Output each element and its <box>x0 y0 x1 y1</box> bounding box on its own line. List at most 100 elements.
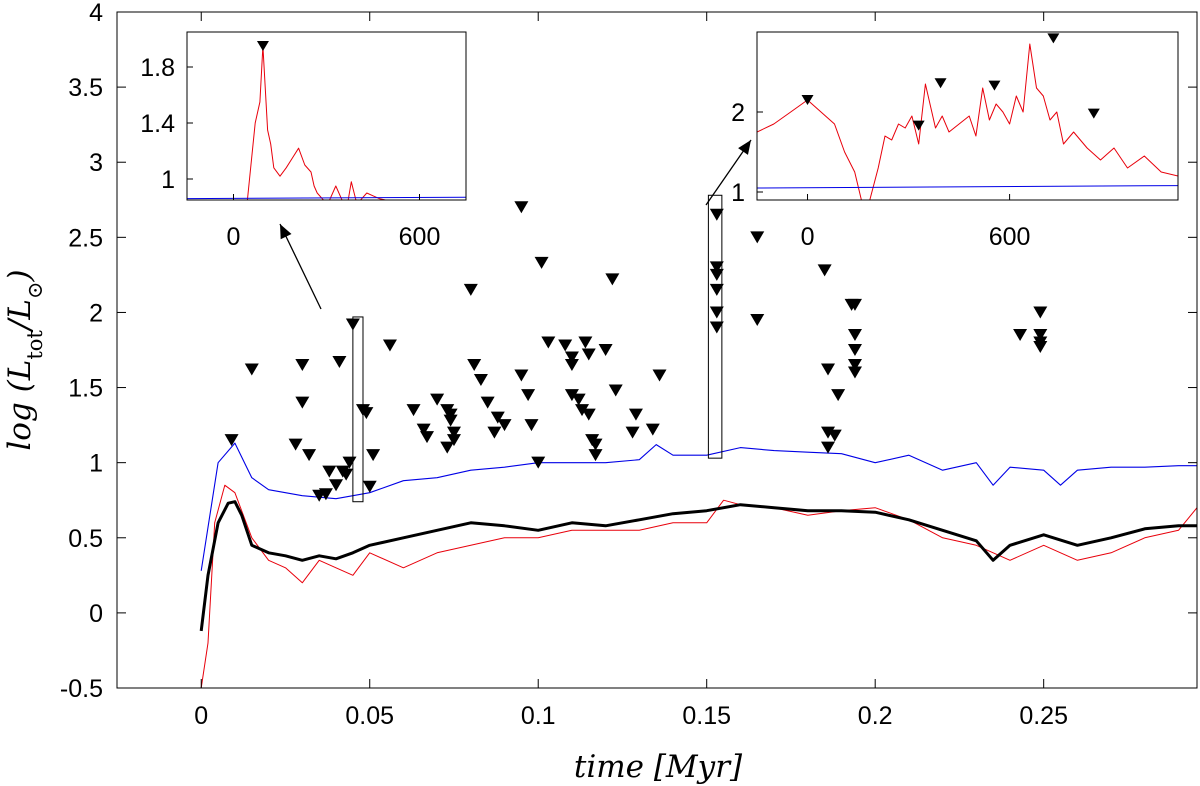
inset-border <box>186 31 467 201</box>
peak-marker <box>581 408 596 421</box>
peak-marker <box>847 344 862 356</box>
inset-y-tick-label: 1 <box>731 179 745 207</box>
zoom-arrows <box>279 139 752 310</box>
peak-marker <box>709 261 724 274</box>
y-tick-label: 2 <box>89 299 103 327</box>
peak-marker <box>416 423 431 436</box>
peak-marker <box>514 201 529 214</box>
peak-marker <box>578 336 593 349</box>
y-tick-label: 1 <box>89 450 103 478</box>
inset-y-tick-label: 1.4 <box>140 110 175 138</box>
peak-marker <box>750 313 765 326</box>
peak-marker <box>318 488 333 501</box>
peak-marker <box>420 431 435 444</box>
peak-marker <box>332 356 347 369</box>
peak-marker <box>244 363 259 376</box>
inset-peak-marker <box>988 80 1001 91</box>
inset-y-tick-label: 1.8 <box>140 54 175 82</box>
peak-marker <box>1033 328 1048 341</box>
peak-marker <box>847 328 862 341</box>
peak-marker <box>628 408 643 421</box>
x-tick-label: 0.05 <box>345 702 394 730</box>
y-tick-label: 0.5 <box>68 525 103 553</box>
insets: 0 600 1 1.4 1.8 0 600 1 2 <box>140 31 1179 251</box>
peak-marker <box>821 441 836 454</box>
inset-peak-marker <box>912 120 925 131</box>
peak-marker <box>709 268 724 281</box>
peak-marker <box>1033 306 1048 319</box>
peak-marker <box>709 208 724 221</box>
plot-area <box>199 194 1197 688</box>
peak-marker <box>440 441 455 454</box>
x-tick-label: 0.2 <box>858 702 893 730</box>
series-line-2 <box>200 442 1197 571</box>
peak-marker <box>1013 328 1028 341</box>
peak-marker <box>588 449 603 462</box>
inset-x-tick-label: 600 <box>399 223 441 251</box>
inset-series-line <box>757 185 1178 189</box>
peak-marker <box>487 426 502 439</box>
inset-peak-marker <box>1047 33 1060 44</box>
peak-marker <box>605 273 620 286</box>
inset-panel-2: 0 600 1 2 <box>731 31 1179 251</box>
peak-marker <box>362 480 377 493</box>
y-tick-label: 0 <box>89 600 103 628</box>
inset-y-tick-label: 2 <box>731 99 745 127</box>
peak-marker <box>295 396 310 409</box>
peak-marker <box>514 369 529 382</box>
inset-peak-marker <box>256 41 269 51</box>
peak-marker <box>302 449 317 462</box>
inset-series-line <box>246 45 386 200</box>
peak-marker <box>382 339 397 352</box>
peak-marker <box>446 434 461 447</box>
y-tick-label: -0.5 <box>60 675 103 703</box>
peak-marker <box>531 456 546 469</box>
inset-panel-1: 0 600 1 1.4 1.8 <box>140 31 467 251</box>
peak-marker <box>467 359 482 372</box>
zoom-arrow <box>279 223 322 310</box>
inset-border <box>756 31 1179 201</box>
y-tick-label: 1.5 <box>68 375 103 403</box>
peak-marker <box>652 369 667 382</box>
peak-marker <box>847 359 862 372</box>
inset-y-tick-label: 1 <box>161 166 175 194</box>
inset-x-tick-label: 0 <box>227 223 241 251</box>
peak-marker <box>534 256 549 269</box>
y-tick-label: 2.5 <box>68 224 103 252</box>
x-tick-label: 0 <box>194 702 208 730</box>
svg-text:log (Ltot/L⊙): log (Ltot/L⊙) <box>2 269 47 450</box>
peak-marker <box>329 479 344 492</box>
peak-marker <box>446 426 461 439</box>
axes-frame: 0 0.05 0.1 0.15 0.2 0.25 -0.5 0 0.5 1 1.5 2 2.5 3 3.5 4 <box>60 0 1198 730</box>
peak-marker <box>821 363 836 376</box>
peak-marker <box>480 396 495 409</box>
peak-marker <box>406 404 421 417</box>
peak-marker <box>827 429 842 442</box>
peak-marker <box>463 283 478 296</box>
peak-marker <box>524 419 539 432</box>
peak-marker <box>430 393 445 406</box>
series-line-3 <box>199 500 1197 632</box>
x-tick-label: 0.25 <box>1019 702 1068 730</box>
zoom-region-box <box>352 316 364 503</box>
inset-peak-marker <box>934 78 947 89</box>
peak-marker <box>1033 340 1048 353</box>
peak-marker <box>831 389 846 402</box>
peak-marker <box>817 264 832 277</box>
peak-marker <box>521 389 536 402</box>
y-tick-label: 3 <box>89 149 103 177</box>
peak-marker <box>564 359 579 372</box>
inset-peak-marker <box>801 95 814 105</box>
series-line-1 <box>200 484 1197 688</box>
y-tick-label: 3.5 <box>68 74 103 102</box>
y-tick-label: 4 <box>89 0 103 27</box>
peak-marker <box>821 426 836 439</box>
x-axis-label: time [Myr] <box>574 749 743 785</box>
peak-marker <box>564 351 579 364</box>
zoom-region-box <box>707 194 723 459</box>
peak-marker <box>709 306 724 319</box>
peak-marker <box>322 465 337 478</box>
peak-marker <box>541 336 556 349</box>
peak-marker <box>625 426 640 439</box>
